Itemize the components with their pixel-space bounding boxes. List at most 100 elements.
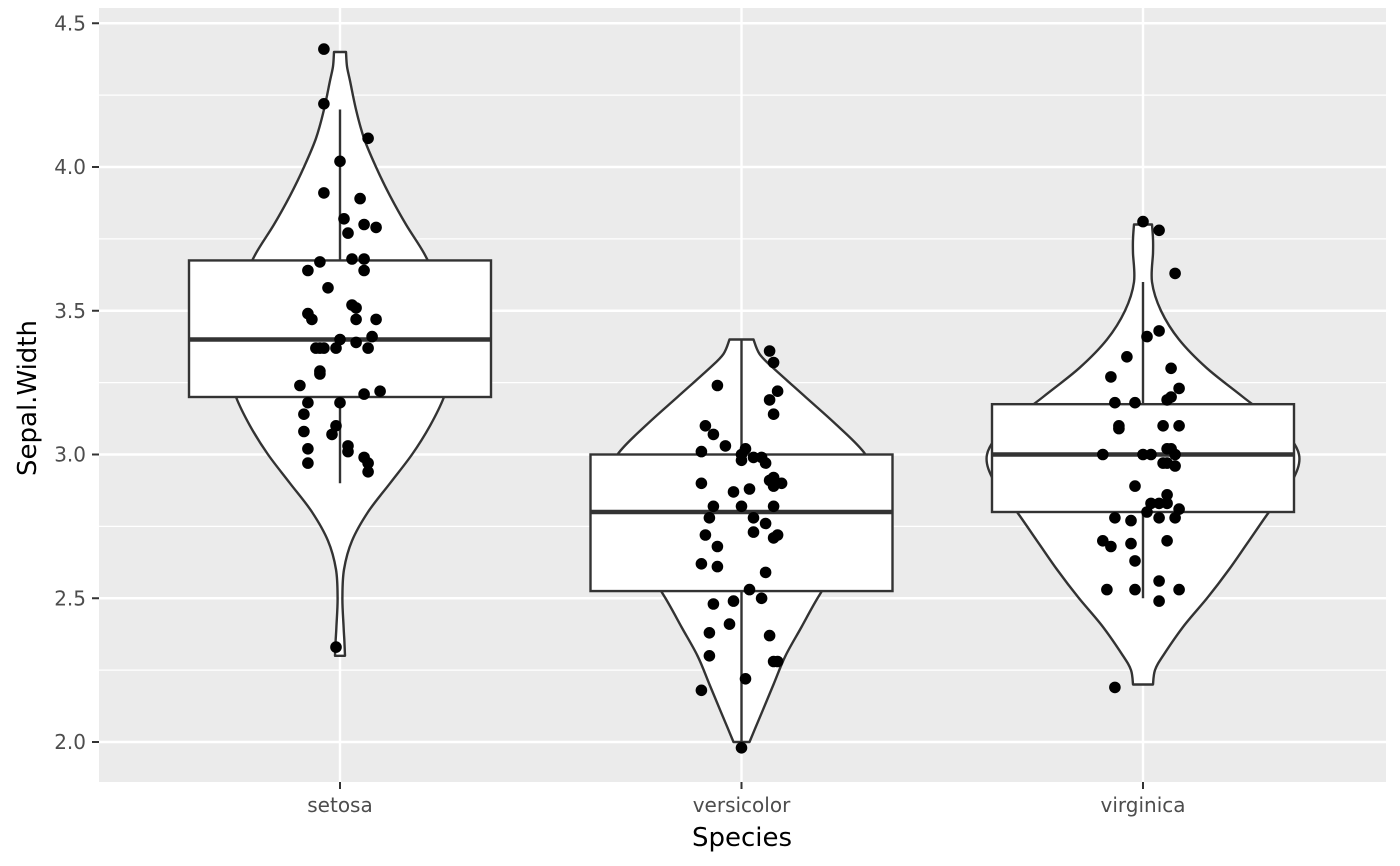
point-setosa: [330, 641, 342, 653]
point-setosa: [334, 155, 346, 168]
box-setosa: [187, 259, 493, 399]
y-tick-label: 3.5: [54, 299, 86, 323]
point-versicolor: [707, 500, 720, 513]
boxplots: [187, 109, 1296, 742]
point-virginica: [1113, 422, 1125, 435]
point-virginica: [1157, 420, 1169, 432]
point-versicolor: [727, 595, 740, 607]
point-virginica: [1153, 512, 1165, 524]
point-virginica: [1137, 448, 1149, 461]
point-setosa: [298, 425, 310, 438]
point-setosa: [370, 313, 382, 326]
x-tick-label: setosa: [307, 793, 372, 817]
point-versicolor: [747, 512, 760, 524]
point-setosa: [358, 218, 370, 231]
point-virginica: [1153, 224, 1165, 237]
point-virginica: [1129, 480, 1141, 492]
y-tick-label: 4.0: [54, 155, 86, 179]
point-versicolor: [711, 560, 724, 573]
point-setosa: [350, 336, 362, 349]
point-setosa: [366, 330, 378, 343]
point-setosa: [334, 333, 346, 346]
point-versicolor: [703, 627, 716, 639]
y-tick-label: 2.5: [54, 586, 86, 610]
point-virginica: [1097, 535, 1109, 547]
point-setosa: [362, 466, 374, 478]
point-setosa: [334, 396, 346, 409]
point-virginica: [1173, 503, 1185, 515]
point-versicolor: [699, 529, 712, 541]
point-virginica: [1169, 460, 1181, 472]
point-setosa: [358, 264, 370, 277]
point-versicolor: [719, 440, 732, 452]
x-tick-label: versicolor: [693, 793, 791, 817]
point-virginica: [1173, 420, 1185, 432]
point-setosa: [330, 342, 342, 354]
point-setosa: [358, 253, 370, 265]
point-virginica: [1153, 595, 1165, 607]
point-versicolor: [767, 500, 780, 513]
point-virginica: [1161, 497, 1173, 510]
point-virginica: [1165, 391, 1177, 403]
point-virginica: [1125, 514, 1137, 527]
point-setosa: [318, 98, 330, 110]
point-setosa: [350, 302, 362, 314]
point-virginica: [1097, 448, 1109, 461]
point-versicolor: [743, 583, 756, 596]
point-versicolor: [727, 486, 740, 498]
point-virginica: [1109, 512, 1121, 524]
point-virginica: [1141, 330, 1153, 343]
point-versicolor: [735, 742, 748, 754]
point-setosa: [326, 428, 338, 441]
x-axis: setosa versicolor virginica: [307, 782, 1186, 817]
point-versicolor: [703, 512, 716, 524]
y-tick-label: 2.0: [54, 730, 86, 754]
point-virginica: [1109, 681, 1121, 694]
point-versicolor: [763, 629, 776, 642]
point-setosa: [350, 313, 362, 326]
point-versicolor: [743, 483, 756, 495]
point-virginica: [1153, 575, 1165, 587]
point-versicolor: [767, 408, 780, 421]
point-setosa: [346, 253, 358, 265]
jitter-points: [294, 43, 1185, 754]
point-setosa: [318, 342, 330, 354]
x-tick-label: virginica: [1101, 793, 1186, 817]
point-setosa: [302, 443, 314, 455]
point-versicolor: [747, 526, 760, 538]
point-versicolor: [759, 566, 772, 579]
point-setosa: [314, 256, 326, 268]
point-versicolor: [707, 598, 720, 610]
point-versicolor: [759, 517, 772, 530]
box-versicolor: [589, 453, 894, 593]
point-versicolor: [711, 540, 724, 553]
point-setosa: [322, 282, 334, 294]
point-setosa: [362, 342, 374, 354]
point-virginica: [1161, 489, 1173, 501]
point-versicolor: [739, 673, 752, 685]
point-versicolor: [767, 655, 780, 668]
point-virginica: [1165, 443, 1177, 455]
point-setosa: [318, 187, 330, 199]
point-setosa: [330, 420, 342, 432]
point-setosa: [302, 396, 314, 409]
y-tick-label: 4.5: [54, 11, 86, 35]
point-virginica: [1165, 362, 1177, 375]
point-virginica: [1169, 267, 1181, 280]
point-versicolor: [699, 420, 712, 432]
point-versicolor: [723, 618, 736, 630]
point-virginica: [1145, 497, 1157, 510]
point-versicolor: [695, 477, 708, 490]
point-setosa: [342, 227, 354, 239]
y-axis-title: Sepal.Width: [13, 320, 43, 476]
point-virginica: [1109, 396, 1121, 409]
point-setosa: [370, 221, 382, 234]
y-axis: 2.0 2.5 3.0 3.5 4.0 4.5: [54, 11, 99, 754]
point-setosa: [314, 368, 326, 380]
point-versicolor: [771, 385, 784, 398]
point-setosa: [306, 313, 318, 326]
point-versicolor: [695, 445, 708, 458]
point-versicolor: [763, 394, 776, 406]
point-virginica: [1129, 583, 1141, 596]
